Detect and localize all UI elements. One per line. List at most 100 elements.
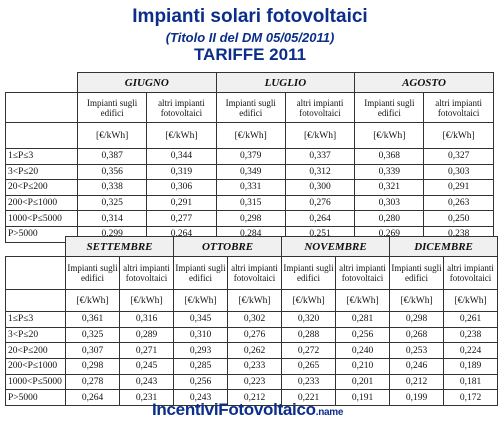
tariff-buildings-cell: 0,246 bbox=[389, 358, 445, 375]
tariff-buildings-cell: 0,325 bbox=[76, 194, 148, 212]
tariff-buildings-cell: 0,199 bbox=[389, 389, 445, 407]
power-range-label: 1000<P≤5000 bbox=[5, 373, 66, 391]
month-header: NOVEMBRE bbox=[281, 236, 391, 257]
unit-cell: [€/kWh] bbox=[443, 289, 499, 312]
tariff-buildings-cell: 0,361 bbox=[65, 311, 120, 328]
tariff-others-cell: 0,261 bbox=[443, 311, 499, 328]
power-range-label: 3<P≤20 bbox=[5, 163, 78, 181]
tariff-others-cell: 0,302 bbox=[226, 311, 283, 328]
unit-row: [€/kWh] [€/kWh] [€/kWh] [€/kWh] [€/kWh] [€/kW… bbox=[5, 289, 499, 312]
tariff-table-autumn-winter: SETTEMBRE OTTOBRE NOVEMBRE DICEMBRE Impianti… bbox=[5, 236, 499, 407]
tariff-buildings-cell: 0,331 bbox=[215, 179, 286, 196]
tariff-buildings-cell: 0,368 bbox=[354, 148, 425, 165]
tariff-buildings-cell: 0,321 bbox=[354, 179, 425, 196]
tariff-buildings-cell: 0,278 bbox=[65, 373, 120, 391]
page-title: Impianti solari fotovoltaici bbox=[132, 6, 368, 27]
tariff-buildings-cell: 0,212 bbox=[389, 373, 445, 391]
tariff-others-cell: 0,276 bbox=[226, 326, 283, 344]
tariff-others-cell: 0,281 bbox=[335, 311, 391, 328]
power-range-label: P>5000 bbox=[5, 225, 78, 243]
month-header-row: SETTEMBRE OTTOBRE NOVEMBRE DICEMBRE bbox=[6, 236, 499, 257]
table-row: 200<P≤1000 0,298 0,245 0,285 0,233 0,265 0,210… bbox=[5, 358, 499, 375]
tariff-others-cell: 0,306 bbox=[146, 179, 217, 196]
tariff-buildings-cell: 0,253 bbox=[389, 342, 445, 360]
tariff-buildings-cell: 0,293 bbox=[173, 342, 228, 360]
brand-suffix: .name bbox=[315, 407, 344, 418]
tariff-buildings-cell: 0,310 bbox=[173, 326, 228, 344]
table-row: P>5000 0,264 0,231 0,243 0,212 0,221 0,191 0,19… bbox=[5, 389, 499, 407]
table-row: 3<P≤20 0,325 0,289 0,310 0,276 0,288 0,256 0,26… bbox=[5, 326, 499, 344]
tariff-buildings-cell: 0,320 bbox=[281, 311, 337, 328]
tariff-others-cell: 0,201 bbox=[335, 373, 391, 391]
page-subtitle: (Titolo II del DM 05/05/2011) bbox=[165, 30, 335, 45]
unit-cell: [€/kWh] bbox=[335, 289, 391, 312]
tariff-buildings-cell: 0,338 bbox=[76, 179, 148, 196]
tariff-others-cell: 0,276 bbox=[284, 194, 356, 212]
power-range-label: 20<P≤200 bbox=[5, 342, 66, 360]
buildings-column-header: Impianti sugli edifici bbox=[76, 92, 148, 123]
others-column-header: altri impianti fotovoltaici bbox=[335, 256, 391, 290]
tariff-buildings-cell: 0,314 bbox=[76, 210, 148, 227]
tariff-buildings-cell: 0,272 bbox=[281, 342, 337, 360]
table-row: 200<P≤1000 0,325 0,291 0,315 0,276 0,303 0,263 bbox=[5, 194, 494, 212]
others-column-header: altri impianti fotovoltaici bbox=[443, 256, 499, 290]
buildings-column-header: Impianti sugli edifici bbox=[354, 92, 425, 123]
tariff-others-cell: 0,303 bbox=[423, 163, 494, 181]
tariff-buildings-cell: 0,264 bbox=[65, 389, 120, 407]
tariff-others-cell: 0,291 bbox=[423, 179, 494, 196]
tariff-others-cell: 0,238 bbox=[443, 326, 499, 344]
power-range-label: 1000<P≤5000 bbox=[5, 210, 78, 227]
column-header-row: Impianti sugli edifici altri impianti fot… bbox=[5, 92, 494, 123]
unit-cell: [€/kWh] bbox=[215, 122, 286, 149]
tariff-buildings-cell: 0,280 bbox=[354, 210, 425, 227]
unit-cell: [€/kWh] bbox=[281, 289, 337, 312]
tariff-others-cell: 0,262 bbox=[226, 342, 283, 360]
tariff-buildings-cell: 0,265 bbox=[281, 358, 337, 375]
others-column-header: altri impianti fotovoltaici bbox=[284, 92, 356, 123]
unit-cell: [€/kWh] bbox=[423, 122, 494, 149]
tariff-others-cell: 0,256 bbox=[335, 326, 391, 344]
power-range-label: 1≤P≤3 bbox=[5, 311, 66, 328]
month-header: OTTOBRE bbox=[172, 236, 283, 257]
tariff-buildings-cell: 0,387 bbox=[76, 148, 148, 165]
table-row: 20<P≤200 0,307 0,271 0,293 0,262 0,272 0,240 0,… bbox=[5, 342, 499, 360]
tariff-others-cell: 0,172 bbox=[443, 389, 499, 407]
tariff-buildings-cell: 0,325 bbox=[65, 326, 120, 344]
tariff-others-cell: 0,312 bbox=[284, 163, 356, 181]
tariff-others-cell: 0,263 bbox=[423, 194, 494, 212]
unit-cell: [€/kWh] bbox=[76, 122, 148, 149]
tariff-others-cell: 0,189 bbox=[443, 358, 499, 375]
tariff-buildings-cell: 0,298 bbox=[215, 210, 286, 227]
buildings-column-header: Impianti sugli edifici bbox=[281, 256, 337, 290]
unit-cell: [€/kWh] bbox=[119, 289, 174, 312]
tariff-table-summer: GIUGNO LUGLIO AGOSTO Impianti sugli edifici… bbox=[5, 72, 494, 243]
unit-cell: [€/kWh] bbox=[226, 289, 283, 312]
tariff-buildings-cell: 0,315 bbox=[215, 194, 286, 212]
tariff-others-cell: 0,181 bbox=[443, 373, 499, 391]
unit-cell: [€/kWh] bbox=[354, 122, 425, 149]
tariff-buildings-cell: 0,233 bbox=[281, 373, 337, 391]
tariff-others-cell: 0,210 bbox=[335, 358, 391, 375]
tariff-others-cell: 0,327 bbox=[423, 148, 494, 165]
tariff-others-cell: 0,300 bbox=[284, 179, 356, 196]
row-label-header bbox=[5, 92, 78, 123]
unit-cell: [€/kWh] bbox=[146, 122, 217, 149]
others-column-header: altri impianti fotovoltaici bbox=[146, 92, 217, 123]
power-range-label: P>5000 bbox=[5, 389, 66, 407]
others-column-header: altri impianti fotovoltaici bbox=[119, 256, 174, 290]
power-range-label: 1≤P≤3 bbox=[5, 148, 78, 165]
tariff-buildings-cell: 0,288 bbox=[281, 326, 337, 344]
unit-row: [€/kWh] [€/kWh] [€/kWh] [€/kWh] [€/kWh] [€/kW… bbox=[5, 122, 494, 149]
tariff-buildings-cell: 0,356 bbox=[76, 163, 148, 181]
tariff-others-cell: 0,264 bbox=[284, 210, 356, 227]
month-header: SETTEMBRE bbox=[65, 236, 174, 257]
tariff-buildings-cell: 0,298 bbox=[389, 311, 445, 328]
tariff-others-cell: 0,344 bbox=[146, 148, 217, 165]
power-range-label: 20<P≤200 bbox=[5, 179, 78, 196]
tariff-others-cell: 0,289 bbox=[119, 326, 174, 344]
tariff-buildings-cell: 0,268 bbox=[389, 326, 445, 344]
unit-label-cell bbox=[5, 122, 78, 149]
tariff-buildings-cell: 0,298 bbox=[65, 358, 120, 375]
month-header: DICEMBRE bbox=[389, 236, 499, 257]
others-column-header: altri impianti fotovoltaici bbox=[423, 92, 494, 123]
